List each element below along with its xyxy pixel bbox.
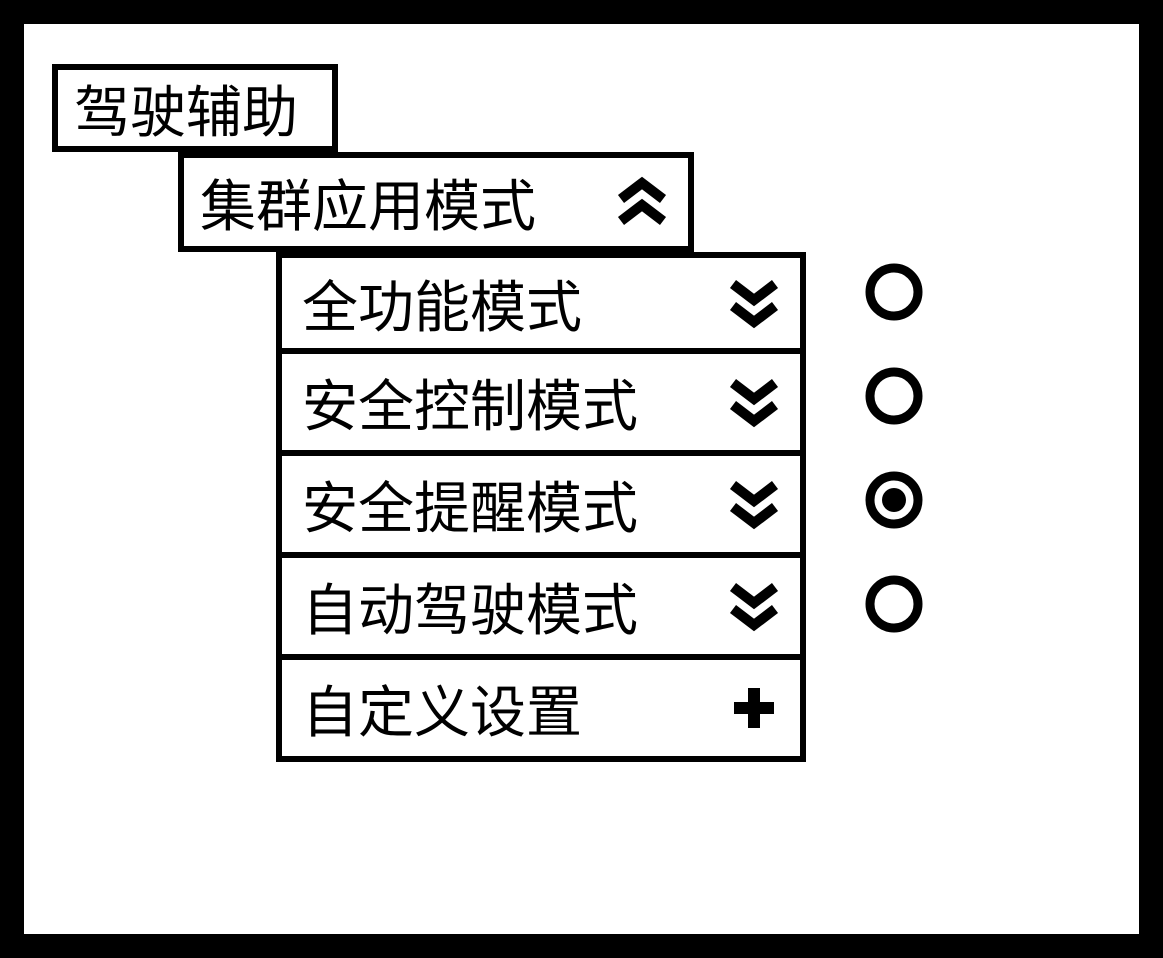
double-chevron-down-icon — [724, 474, 784, 534]
mode-item-label: 全功能模式 — [302, 263, 582, 344]
mode-radio-group — [864, 262, 924, 634]
double-chevron-down-icon — [724, 273, 784, 333]
mode-item-full-function[interactable]: 全功能模式 — [276, 252, 806, 354]
plus-icon — [724, 678, 784, 738]
mode-list: 全功能模式 安全控制模式 安全提醒模式 — [276, 252, 806, 762]
menu-cluster-app-mode[interactable]: 集群应用模式 — [178, 152, 694, 252]
menu-driving-assist[interactable]: 驾驶辅助 — [52, 64, 338, 152]
radio-safety-reminder[interactable] — [864, 470, 924, 530]
radio-safety-control[interactable] — [864, 366, 924, 426]
mode-item-label: 自动驾驶模式 — [302, 566, 638, 647]
mode-item-custom-settings[interactable]: 自定义设置 — [276, 660, 806, 762]
menu-cluster-app-mode-label: 集群应用模式 — [200, 162, 536, 243]
mode-item-label: 安全控制模式 — [302, 362, 638, 443]
settings-panel: 驾驶辅助 集群应用模式 全功能模式 安全控制模式 — [0, 0, 1163, 958]
mode-item-auto-drive[interactable]: 自动驾驶模式 — [276, 558, 806, 660]
double-chevron-down-icon — [724, 372, 784, 432]
radio-auto-drive[interactable] — [864, 574, 924, 634]
menu-driving-assist-label: 驾驶辅助 — [74, 68, 298, 149]
mode-item-label: 安全提醒模式 — [302, 464, 638, 545]
mode-item-label: 自定义设置 — [302, 668, 582, 749]
mode-item-safety-control[interactable]: 安全控制模式 — [276, 354, 806, 456]
radio-full-function[interactable] — [864, 262, 924, 322]
double-chevron-down-icon — [724, 576, 784, 636]
mode-item-safety-reminder[interactable]: 安全提醒模式 — [276, 456, 806, 558]
double-chevron-up-icon — [612, 172, 672, 232]
